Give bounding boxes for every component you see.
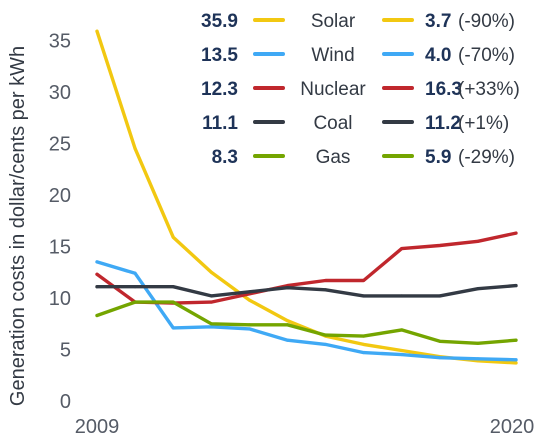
y-tick-label: 25 [49,134,71,156]
data-point-wind [95,260,99,264]
legend-label-gas: Gas [316,147,351,168]
data-point-wind [438,356,442,360]
legend-change-nuclear: (+33%) [458,79,520,100]
data-point-solar [514,361,518,365]
data-point-gas [362,334,366,338]
y-tick-label: 5 [60,340,71,362]
data-point-wind [133,271,137,275]
legend-label-solar: Solar [311,11,356,32]
legend-start-value-coal: 11.1 [202,113,238,134]
legend-label-wind: Wind [311,45,354,66]
y-tick-label: 10 [49,288,71,310]
data-point-gas [286,323,289,327]
data-point-wind [400,353,404,357]
y-tick-label: 15 [49,237,71,259]
legend-end-value-solar: 3.7 [425,11,451,32]
data-point-coal [438,294,442,298]
y-tick-label: 20 [49,185,71,207]
data-point-gas [514,338,518,342]
data-point-solar [362,342,366,346]
y-axis-ticks: 0 5 10 15 20 25 30 35 [49,31,71,414]
data-point-solar [209,270,213,274]
legend-end-value-nuclear: 16.3 [425,79,462,100]
data-point-gas [209,322,213,326]
legend-end-value-coal: 11.2 [425,113,461,134]
legend-start-value-solar: 35.9 [201,11,238,32]
data-point-nuclear [438,244,442,247]
data-point-gas [247,323,251,327]
data-point-gas [171,300,175,304]
data-point-gas [324,333,327,337]
legend-label-coal: Coal [313,113,352,134]
data-point-gas [400,328,404,332]
legend-change-wind: (-70%) [458,45,515,66]
data-point-wind [171,326,175,330]
legend-start-value-nuclear: 12.3 [201,79,238,100]
data-point-nuclear [476,239,480,243]
data-point-gas [95,314,99,317]
data-point-wind [514,358,518,362]
data-point-solar [133,147,137,151]
data-point-wind [324,342,327,346]
y-tick-label: 0 [60,391,71,413]
data-point-wind [247,327,251,331]
series-line-wind [95,260,518,362]
y-tick-label: 30 [49,82,71,104]
legend-change-solar: (-90%) [458,11,515,32]
legend-end-value-gas: 5.9 [425,147,451,168]
data-point-nuclear [514,231,518,235]
data-point-nuclear [362,279,366,282]
data-point-gas [476,341,480,345]
data-point-coal [171,285,175,289]
data-point-solar [400,349,404,352]
legend-change-gas: (-29%) [458,147,515,168]
data-point-wind [286,338,289,342]
data-point-solar [286,319,289,323]
legend-end-value-wind: 4.0 [425,45,451,66]
data-point-wind [209,325,213,329]
data-point-coal [247,290,251,294]
data-point-coal [286,286,289,290]
legend-change-coal: (+1%) [458,113,509,134]
series-line-gas [95,300,518,345]
legend-start-value-wind: 13.5 [201,45,238,66]
data-point-coal [209,294,213,298]
data-point-solar [171,235,175,239]
series-line-coal [95,283,518,298]
data-point-gas [438,339,442,343]
data-point-coal [514,284,518,288]
data-point-nuclear [400,247,404,251]
data-point-coal [324,288,327,292]
series-lines [95,29,518,365]
data-point-solar [247,298,251,302]
legend-label-nuclear: Nuclear [300,79,366,100]
data-point-wind [476,357,480,361]
data-point-coal [362,294,366,298]
data-point-coal [95,285,99,289]
legend: 35.9 Solar 3.7 (-90%) 13.5 Wind 4.0 (-70%) 12.3 N… [201,11,520,168]
data-point-nuclear [324,279,327,282]
data-point-coal [476,287,480,291]
data-point-wind [362,351,366,355]
legend-start-value-gas: 8.3 [212,147,238,168]
data-point-nuclear [95,272,99,276]
x-tick-label-end: 2020 [490,416,535,438]
data-point-solar [95,29,99,33]
data-point-nuclear [209,300,213,304]
x-axis-ticks: 2009 2020 [75,416,535,438]
y-axis-label: Generation costs in dollar/cents per kWh [7,46,29,406]
data-point-gas [133,300,137,304]
x-tick-label-start: 2009 [75,416,120,438]
data-point-coal [400,294,404,298]
data-point-coal [133,285,137,289]
y-tick-label: 35 [49,31,71,53]
